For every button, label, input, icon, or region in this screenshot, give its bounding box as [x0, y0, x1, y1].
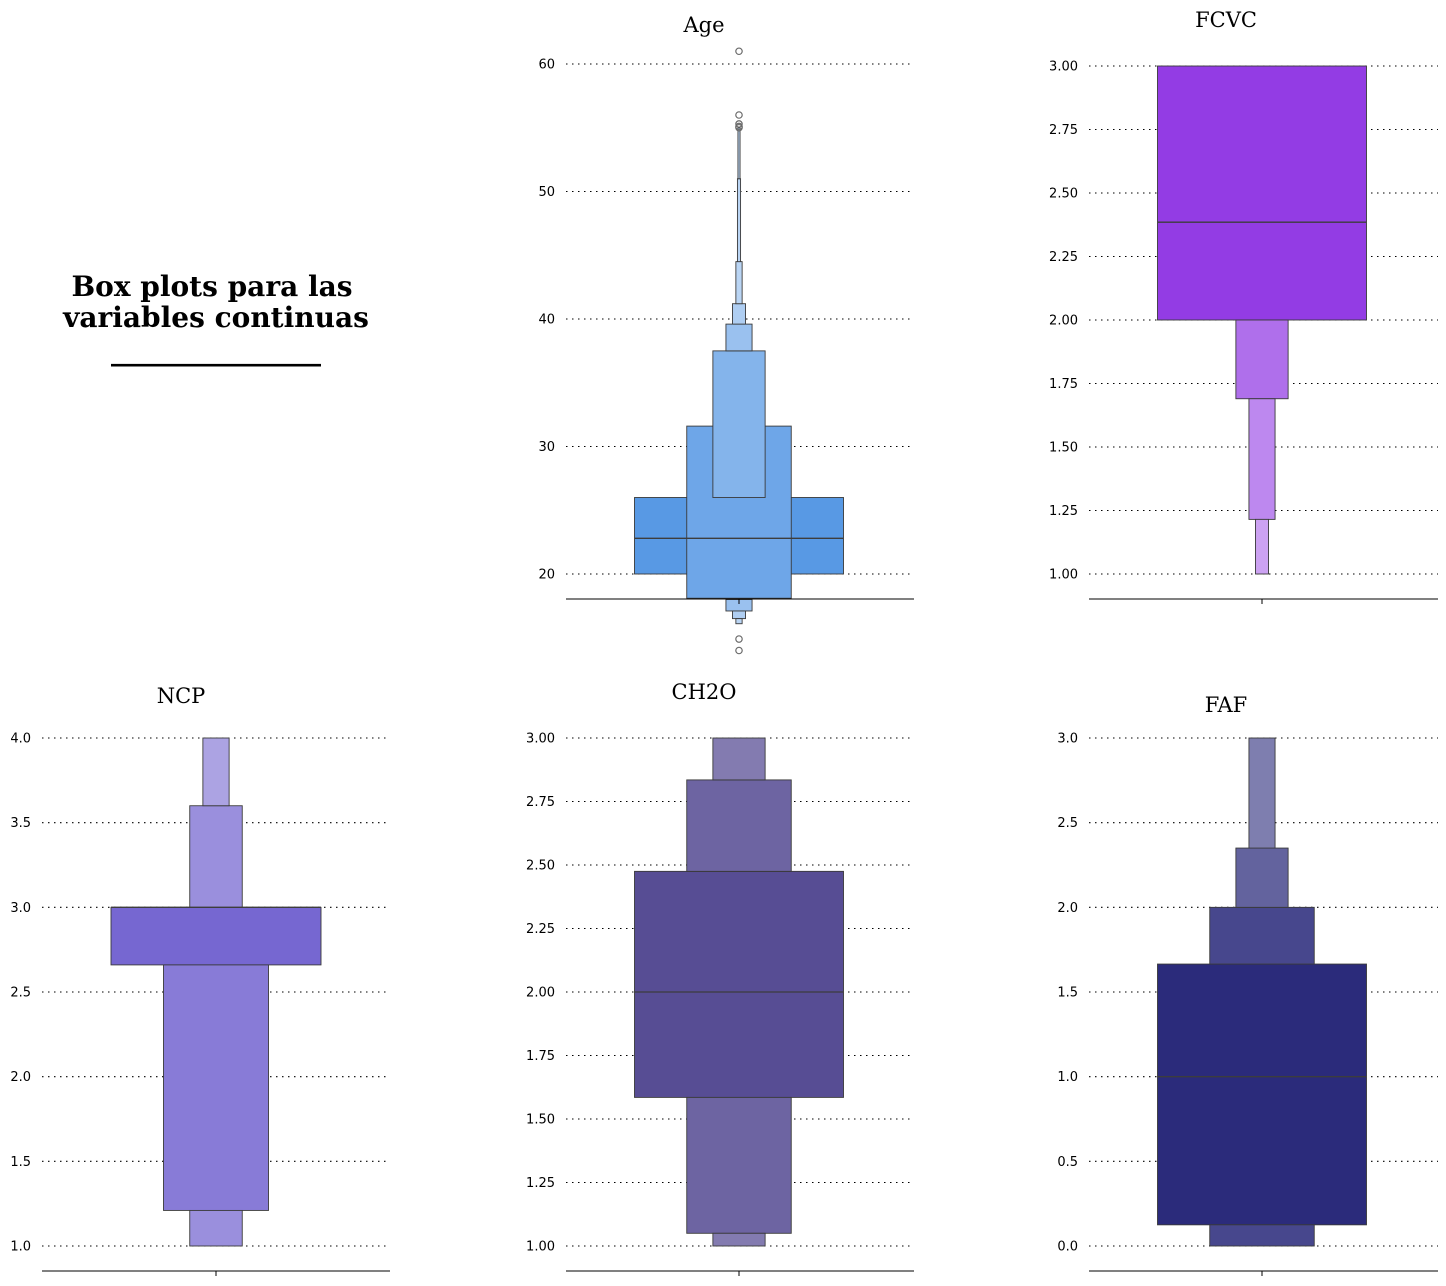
figure-title: Box plots para las variables continuas _… [62, 270, 369, 367]
boxen-box [712, 737, 766, 781]
boxen-box [737, 127, 741, 180]
boxen-box [712, 1232, 766, 1247]
y-tick-label: 1.00 [1049, 568, 1078, 583]
y-tick-label: 1.75 [1049, 377, 1078, 392]
panel-title: NCP [157, 684, 206, 708]
y-tick-label: 1.0 [1057, 1070, 1078, 1085]
boxen-box [686, 1096, 792, 1234]
figure-title-line-1: Box plots para las [71, 270, 352, 303]
boxen-box [736, 178, 742, 263]
y-tick-label: 3.00 [526, 732, 555, 747]
panel-title: CH2O [672, 680, 737, 704]
boxen-box [735, 261, 743, 305]
boxen-panel-age: Age 20 30 40 50 60 [538, 13, 914, 655]
boxen-box [725, 323, 753, 352]
y-tick-label: 2.5 [10, 986, 31, 1001]
y-tick-label: 0.0 [1057, 1240, 1078, 1255]
boxen-box [732, 610, 746, 620]
y-tick-label: 3.00 [1049, 60, 1078, 75]
boxen-panel-faf: FAF 0.0 0.5 1.0 1.5 2.0 2.5 3.0 [1057, 693, 1438, 1276]
outlier-point [735, 123, 743, 132]
y-tick-label: 1.75 [526, 1049, 555, 1064]
boxen-box [110, 906, 322, 966]
boxen-box [634, 870, 844, 1098]
boxen-box [686, 779, 792, 872]
y-tick-label: 2.25 [1049, 250, 1078, 265]
y-tick-label: 1.00 [526, 1240, 555, 1255]
y-tick-label: 4.0 [10, 732, 31, 747]
boxen-box [1248, 398, 1276, 520]
boxen-box [1255, 518, 1269, 575]
y-tick-label: 2.00 [1049, 314, 1078, 329]
boxen-box [1157, 65, 1367, 321]
boxen-box [735, 618, 743, 625]
boxen-box [189, 805, 243, 908]
y-tick-label: 20 [538, 568, 555, 583]
figure-title-line-2: variables continuas [62, 301, 369, 334]
boxen-box [163, 964, 269, 1211]
boxen-box [1235, 847, 1289, 908]
outlier-point [735, 47, 743, 56]
boxen-box [202, 737, 230, 807]
y-tick-label: 2.0 [10, 1070, 31, 1085]
y-tick-label: 50 [538, 185, 555, 200]
boxen-box [1248, 737, 1276, 849]
boxen-box [1157, 963, 1367, 1226]
y-tick-label: 2.25 [526, 922, 555, 937]
boxen-panel-ch2o: CH2O 1.00 1.25 1.50 1.75 2.00 2.25 2.50 2.75 3.00 [526, 680, 914, 1276]
panel-title: FCVC [1195, 8, 1257, 32]
boxen-box [189, 1209, 243, 1247]
y-tick-label: 1.50 [526, 1113, 555, 1128]
chart-panels: Age 20 30 40 50 60 FCVC 1.00 1.25 1.50 1.75 2.00 2.2… [10, 8, 1438, 1276]
boxen-box [1209, 906, 1315, 965]
outlier-point [735, 111, 743, 119]
boxen-box [1235, 319, 1289, 400]
y-tick-label: 1.5 [10, 1155, 31, 1170]
y-tick-label: 2.50 [1049, 187, 1078, 202]
y-tick-label: 2.75 [1049, 123, 1078, 138]
y-tick-label: 2.00 [526, 986, 555, 1001]
y-tick-label: 3.0 [10, 901, 31, 916]
y-tick-label: 1.50 [1049, 441, 1078, 456]
boxen-panel-fcvc: FCVC 1.00 1.25 1.50 1.75 2.00 2.25 2.50 2.75 3.00 [1049, 8, 1438, 604]
y-tick-label: 0.5 [1057, 1155, 1078, 1170]
outlier-point [735, 120, 743, 128]
outlier-point [735, 635, 743, 643]
y-tick-label: 1.0 [10, 1240, 31, 1255]
figure-title-rule: _______________ [111, 334, 321, 367]
y-tick-label: 60 [538, 58, 555, 73]
y-tick-label: 2.5 [1057, 816, 1078, 831]
y-tick-label: 30 [538, 440, 555, 455]
y-tick-label: 1.25 [526, 1176, 555, 1191]
panel-title: Age [682, 13, 724, 37]
y-tick-label: 40 [538, 313, 555, 328]
y-tick-label: 2.75 [526, 795, 555, 810]
outlier-point [735, 646, 743, 655]
y-tick-label: 3.0 [1057, 732, 1078, 747]
boxen-panel-ncp: NCP 1.0 1.5 2.0 2.5 3.0 3.5 4.0 [10, 684, 390, 1276]
panel-title: FAF [1205, 693, 1247, 717]
y-tick-label: 1.5 [1057, 986, 1078, 1001]
y-tick-label: 3.5 [10, 816, 31, 831]
y-tick-label: 2.0 [1057, 901, 1078, 916]
boxen-box [712, 350, 766, 498]
boxen-box [1209, 1224, 1315, 1247]
boxen-box [732, 303, 746, 325]
y-tick-label: 2.50 [526, 859, 555, 874]
y-tick-label: 1.25 [1049, 504, 1078, 519]
